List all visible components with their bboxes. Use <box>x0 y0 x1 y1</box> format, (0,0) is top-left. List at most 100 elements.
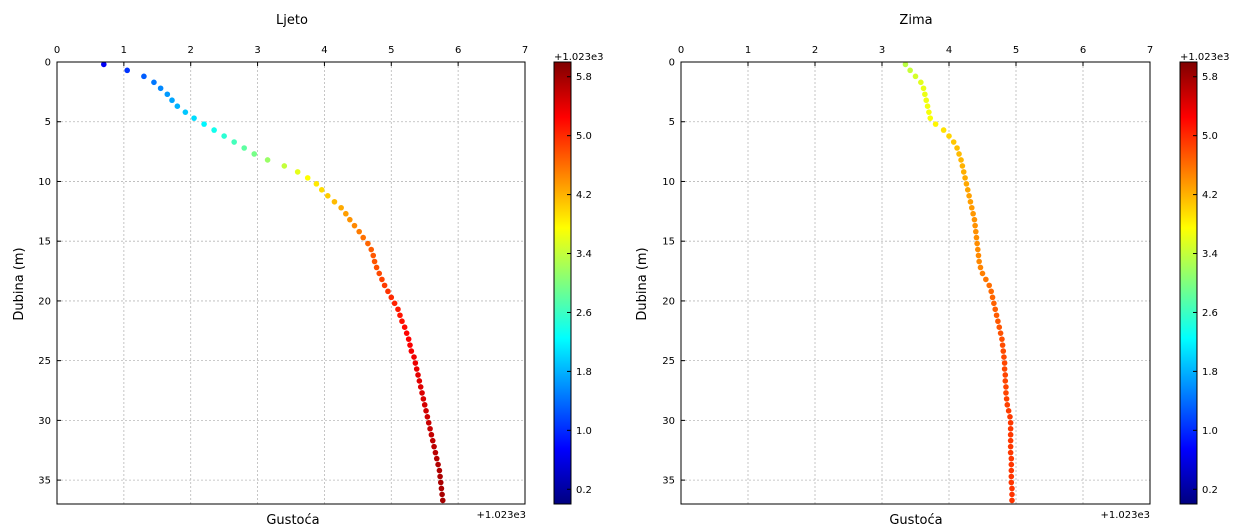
data-point <box>264 157 271 163</box>
colorbar-gradient <box>553 61 572 505</box>
data-point <box>1009 497 1015 504</box>
y-tick-label: 20 <box>38 296 51 307</box>
data-point <box>438 485 445 492</box>
data-point <box>405 336 412 342</box>
data-point <box>164 91 171 98</box>
data-point <box>1007 425 1014 432</box>
data-point <box>174 103 181 109</box>
data-point <box>318 187 325 193</box>
data-point <box>435 461 441 468</box>
data-point <box>437 479 444 486</box>
data-point <box>141 73 147 80</box>
data-point <box>211 127 217 133</box>
y-tick-label: 15 <box>662 237 675 248</box>
data-point <box>431 443 437 450</box>
data-point <box>1001 354 1007 360</box>
data-point <box>360 234 367 241</box>
x-tick-label: 0 <box>678 45 684 56</box>
data-point <box>1007 449 1014 456</box>
colorbar-gradient <box>1179 61 1198 505</box>
data-point <box>1008 455 1015 462</box>
data-point <box>995 318 1001 325</box>
data-point <box>417 384 424 390</box>
data-point <box>281 163 288 169</box>
data-point <box>912 73 919 80</box>
plot-area <box>681 62 1150 504</box>
data-point <box>964 187 971 193</box>
data-point <box>979 270 986 277</box>
data-point <box>313 181 320 187</box>
data-point <box>1008 479 1015 486</box>
data-point <box>1007 431 1014 438</box>
data-point <box>407 342 413 348</box>
y-tick-label: 10 <box>662 177 675 188</box>
data-point <box>395 306 401 313</box>
data-point <box>1003 396 1010 402</box>
data-point <box>977 264 984 271</box>
y-tick-label: 35 <box>38 476 51 487</box>
data-point <box>993 312 1000 319</box>
colorbar-tick-label: 5.8 <box>576 72 592 83</box>
data-point <box>424 413 431 420</box>
data-point <box>956 151 962 157</box>
data-point <box>351 222 358 229</box>
data-point <box>1007 413 1013 420</box>
data-point <box>429 437 436 444</box>
data-point <box>373 264 380 271</box>
plot-frame <box>56 61 526 505</box>
colorbar-ljeto: +1.023e3 0.2 1.0 1.8 2.6 3.4 4.2 5.0 5.8 <box>553 52 604 505</box>
data-point <box>331 198 338 205</box>
data-point <box>962 175 968 181</box>
colorbar-tick-label: 3.4 <box>1202 249 1218 260</box>
data-point <box>918 79 924 86</box>
data-point <box>379 276 385 283</box>
x-axis-offset-label: +1.023e3 <box>1100 510 1150 521</box>
data-point <box>1007 437 1014 444</box>
data-point <box>991 300 997 307</box>
data-point <box>221 133 227 139</box>
data-point <box>385 288 391 295</box>
colorbar-tick-label: 1.0 <box>1202 426 1218 437</box>
colorbar-tick-label: 4.2 <box>1202 190 1218 201</box>
data-point <box>974 240 980 247</box>
colorbar-tick-label: 1.8 <box>576 367 592 378</box>
y-tick-label: 25 <box>662 356 675 367</box>
data-point <box>251 151 258 157</box>
x-tick-label: 2 <box>812 45 818 56</box>
colorbar-tick-label: 5.0 <box>576 131 592 142</box>
colorbar-tick-label: 1.0 <box>576 426 592 437</box>
chart-panel-ljeto: Ljeto Gustoća Dubina (m) +1.023e3 0 1 2 3 4 5… <box>12 13 528 526</box>
data-point <box>416 378 423 384</box>
y-tick-label: 30 <box>38 416 51 427</box>
x-axis-label: Gustoća <box>889 513 942 526</box>
data-point <box>1007 443 1014 450</box>
data-point <box>419 390 425 396</box>
data-point <box>960 169 967 175</box>
data-point <box>411 354 417 360</box>
data-point <box>971 216 978 223</box>
y-tick-label: 0 <box>45 58 51 69</box>
data-point <box>992 306 999 313</box>
colorbar-offset-label: +1.023e3 <box>554 52 604 63</box>
y-tick-label: 30 <box>662 416 675 427</box>
data-point <box>920 85 927 92</box>
data-point <box>954 145 960 151</box>
data-point <box>940 127 947 133</box>
x-tick-label: 3 <box>879 45 885 56</box>
y-axis-label: Dubina (m) <box>635 247 650 320</box>
data-point <box>436 467 443 474</box>
data-point <box>169 97 175 104</box>
chart-title: Ljeto <box>276 13 308 28</box>
data-point <box>304 175 311 181</box>
data-point <box>399 318 405 325</box>
plot-area <box>57 62 525 504</box>
y-tick-label: 25 <box>38 356 51 367</box>
data-point <box>201 121 207 127</box>
data-point <box>986 282 992 289</box>
x-tick-label: 7 <box>522 45 528 56</box>
data-point <box>1001 366 1008 372</box>
y-axis-label: Dubina (m) <box>12 247 27 320</box>
data-point <box>973 228 979 235</box>
colorbar-tick-label: 1.8 <box>1202 367 1218 378</box>
x-tick-label: 4 <box>321 45 327 56</box>
